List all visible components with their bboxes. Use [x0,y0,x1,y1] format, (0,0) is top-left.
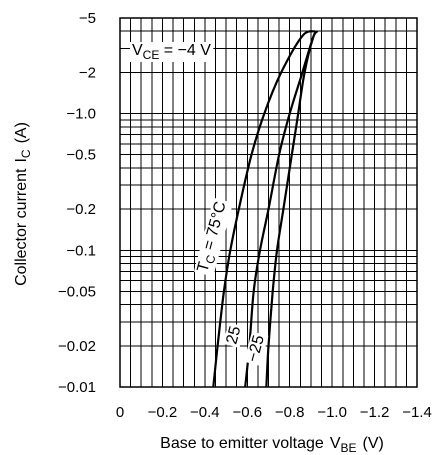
series-label-minus25: −25 [244,333,267,364]
y-tick-label: −0.2 [66,201,96,218]
x-axis-title: Base to emitter voltage VBE (V) [160,435,384,455]
y-tick-label: −1.0 [66,106,96,123]
label-background [130,42,214,62]
curve-minus25 [265,30,319,388]
y-tick-label: −0.5 [66,147,96,164]
x-tick-label: −0.6 [232,404,262,421]
y-tick-label: −0.05 [58,283,96,300]
x-tick-label: −1.0 [317,404,347,421]
label-background [193,197,234,277]
x-tick-label: 0 [116,404,124,421]
label-background [222,322,246,348]
x-tick-label: −0.4 [190,404,220,421]
curve-75c [212,30,316,388]
x-tick-labels: 0 −0.2 −0.4 −0.6 −0.8 −1.0 −1.2 −1.4 [116,404,432,421]
condition-label: VCE = −4 V [132,42,211,62]
x-tick-label: −1.2 [360,404,390,421]
y-tick-labels: −0.01 −0.02 −0.05 −0.1 −0.2 −0.5 −1.0 −2 −5 [58,10,96,396]
x-tick-label: −0.2 [148,404,178,421]
y-tick-label: −2 [79,64,96,81]
series-label-25: 25 [223,324,244,346]
y-tick-label: −0.02 [58,338,96,355]
y-axis-title: Collector currentIC(A) [13,122,33,286]
label-background [243,331,269,366]
y-tick-label: −0.1 [66,242,96,259]
x-tick-label: −1.4 [402,404,432,421]
y-tick-label: −5 [79,10,96,27]
grid [119,17,418,388]
x-tick-label: −0.8 [275,404,305,421]
y-tick-label: −0.01 [58,379,96,396]
curves [212,30,319,388]
plot-frame [119,17,418,388]
